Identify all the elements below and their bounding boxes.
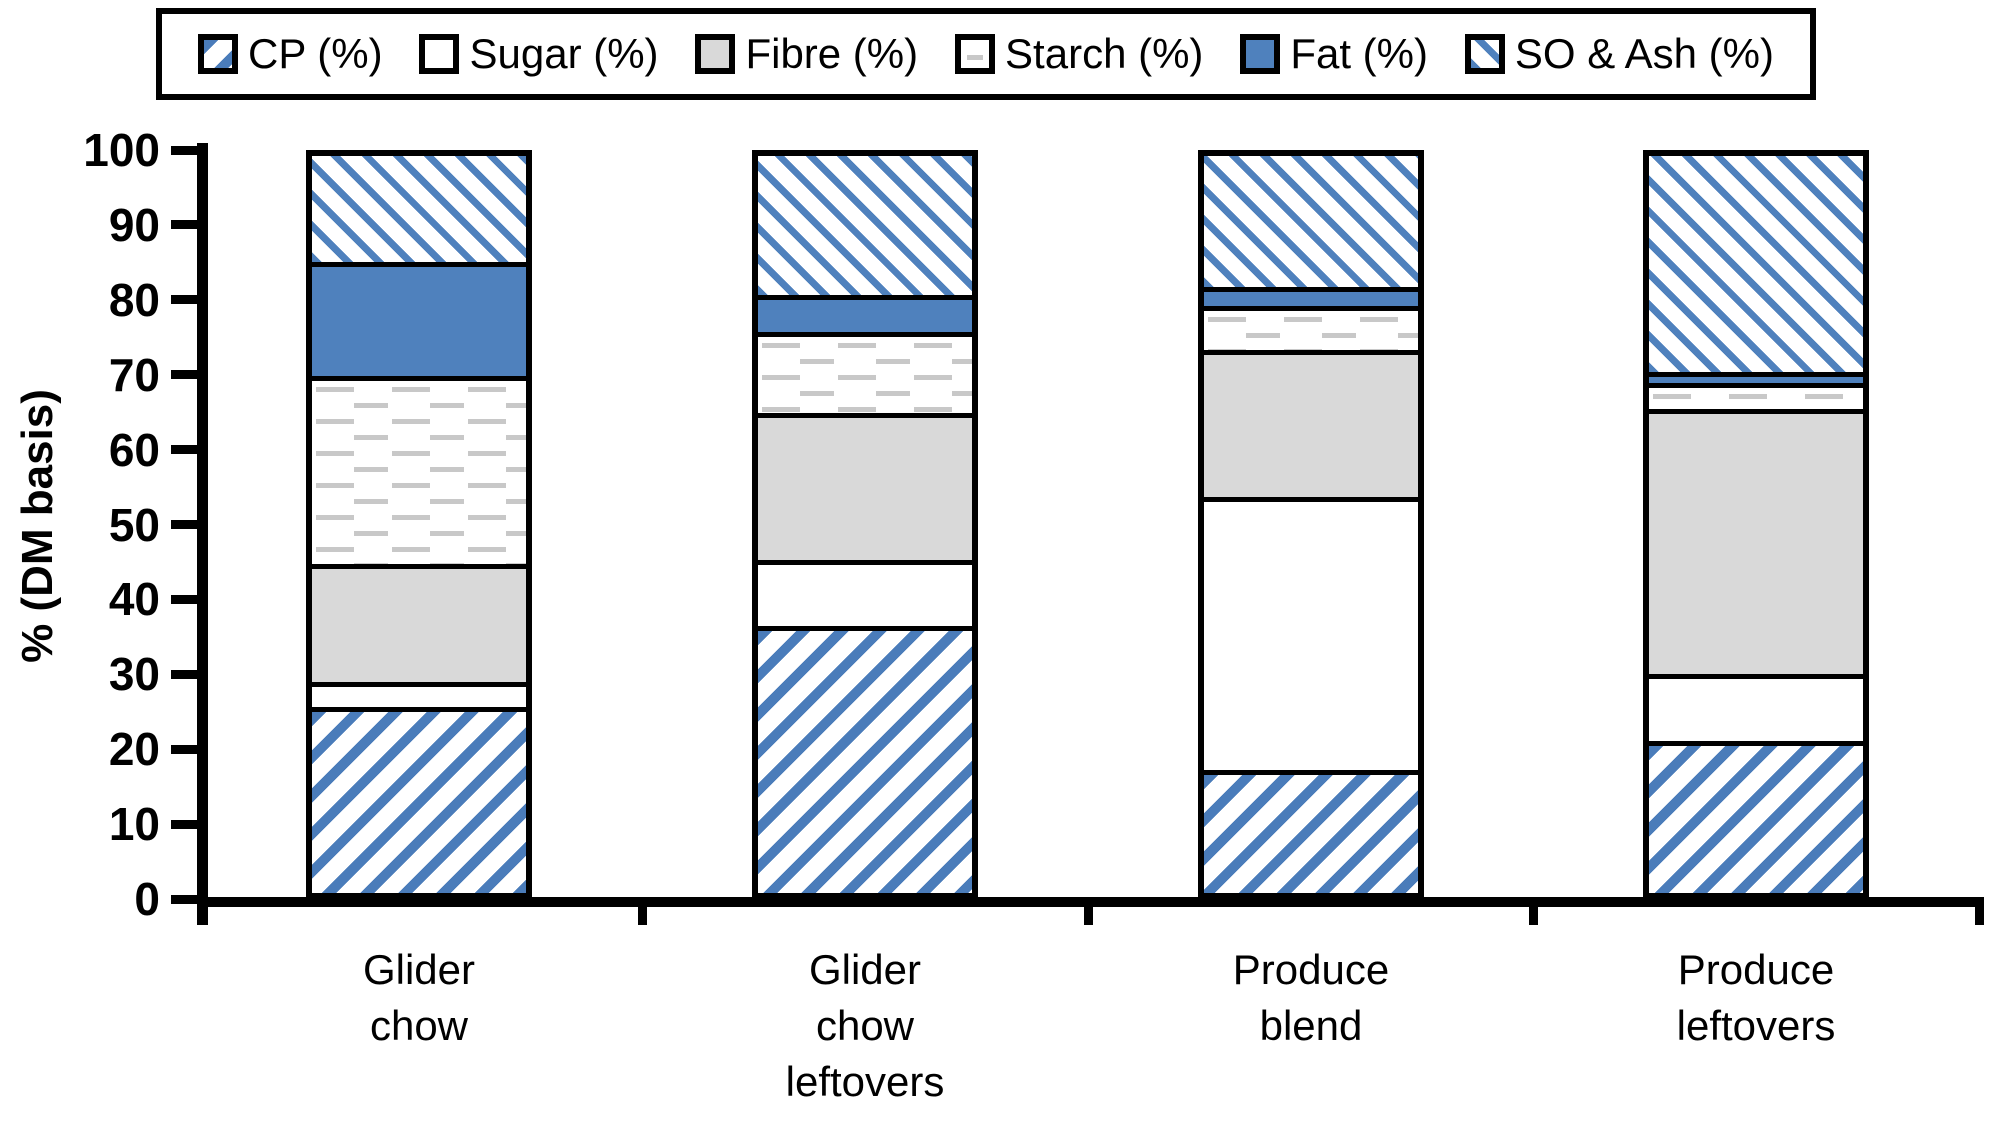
- y-tick-mark: [171, 744, 197, 754]
- legend-label: Fat (%): [1290, 30, 1428, 77]
- bar-segment-solid-gray: [758, 417, 972, 566]
- bar-segment-plain: [1204, 502, 1418, 776]
- bar-segment-dash: [758, 336, 972, 418]
- bar-produce-leftovers: [1643, 150, 1869, 899]
- bar-segment-dash: [312, 380, 526, 569]
- legend-swatch-icon: [1464, 34, 1505, 74]
- bar-segment-solid-blue: [1649, 377, 1863, 389]
- bar-segment-plain: [1649, 679, 1863, 746]
- y-tick-label: 50: [108, 498, 160, 551]
- y-tick-mark: [171, 445, 197, 455]
- legend-swatch-icon: [695, 34, 736, 74]
- x-tick-mark: [1974, 899, 1984, 925]
- legend-item: Starch (%): [955, 33, 1203, 75]
- bar-segment-solid-gray: [312, 568, 526, 687]
- bar-segment-solid-blue: [1204, 292, 1418, 311]
- x-category-label: Produce blend: [1111, 942, 1511, 1054]
- x-category-label-line: chow: [369, 1002, 469, 1049]
- y-tick-mark: [171, 819, 197, 829]
- y-tick-label: 60: [108, 423, 160, 476]
- bar-segment-solid-gray: [1649, 413, 1863, 680]
- bar-segment-hatch-up: [758, 631, 972, 893]
- legend-label: Sugar (%): [469, 30, 659, 77]
- y-tick-mark: [171, 370, 197, 380]
- bar-segment-solid-blue: [312, 266, 526, 381]
- y-tick-label: 20: [108, 723, 160, 776]
- bar-segment-dash: [1649, 388, 1863, 414]
- legend-label: CP (%): [248, 30, 383, 77]
- bar-segment-solid-gray: [1204, 355, 1418, 503]
- bar-segment-solid-blue: [758, 299, 972, 337]
- y-tick-label: 100: [83, 124, 160, 176]
- legend-item: Sugar (%): [419, 30, 659, 77]
- bar-segment-plain: [758, 565, 972, 632]
- bar-segment-hatch-up: [312, 712, 526, 893]
- bar-glider-chow-leftovers: [752, 150, 978, 899]
- bar-segment-hatch-down: [1204, 156, 1418, 293]
- legend-label: SO & Ash (%): [1514, 30, 1774, 77]
- y-tick-mark: [171, 145, 197, 155]
- legend-item: SO & Ash (%): [1464, 30, 1774, 77]
- x-category-label-line: leftovers: [785, 1058, 945, 1105]
- y-tick-mark: [171, 894, 197, 904]
- y-tick-label: 40: [108, 573, 160, 626]
- y-tick-mark: [171, 669, 197, 679]
- y-axis-line: [197, 143, 208, 925]
- bar-segment-hatch-up: [1204, 775, 1418, 893]
- bar-segment-hatch-down: [758, 156, 972, 300]
- x-category-label: Glider chow leftovers: [665, 942, 1065, 1110]
- legend-label: Starch (%): [1005, 30, 1204, 77]
- x-tick-mark: [637, 899, 647, 925]
- y-tick-mark: [171, 295, 197, 305]
- legend-item: CP (%): [198, 33, 383, 75]
- y-tick-label: 70: [108, 348, 160, 401]
- x-category-label-line: Produce: [1232, 946, 1390, 993]
- bar-produce-blend: [1198, 150, 1424, 899]
- y-tick-label: 30: [108, 648, 160, 701]
- x-tick-mark: [1083, 899, 1093, 925]
- bar-segment-plain: [312, 686, 526, 713]
- x-tick-mark: [1528, 899, 1538, 925]
- x-category-label: Produce leftovers: [1556, 942, 1956, 1054]
- bar-segment-dash: [1204, 310, 1418, 356]
- legend-item: Fat (%): [1240, 33, 1428, 75]
- x-category-label: Glider chow: [219, 942, 619, 1054]
- bar-segment-hatch-up: [1649, 745, 1863, 893]
- legend: CP (%) Sugar (%) Fibre (%) Starch (%) Fat (%…: [156, 8, 1816, 100]
- x-category-label-line: Produce: [1677, 946, 1835, 993]
- bar-segment-hatch-down: [1649, 156, 1863, 378]
- legend-swatch-icon: [198, 34, 238, 74]
- y-tick-mark: [171, 594, 197, 604]
- bar-glider-chow: [306, 150, 532, 899]
- legend-swatch-icon: [419, 34, 460, 74]
- x-category-label-line: Glider: [808, 946, 922, 993]
- y-tick-label: 80: [108, 273, 160, 326]
- y-tick-mark: [171, 220, 197, 230]
- legend-swatch-icon: [955, 34, 996, 74]
- bar-segment-hatch-down: [312, 156, 526, 267]
- x-category-label-line: chow: [815, 1002, 915, 1049]
- x-category-label-line: Glider: [362, 946, 476, 993]
- x-category-label-line: leftovers: [1676, 1002, 1836, 1049]
- y-tick-mark: [171, 520, 197, 529]
- legend-swatch-icon: [1240, 34, 1281, 74]
- legend-label: Fibre (%): [745, 30, 919, 77]
- y-tick-label: 10: [108, 798, 160, 851]
- x-category-label-line: blend: [1259, 1002, 1363, 1049]
- y-tick-label: 0: [134, 873, 160, 925]
- y-tick-label: 90: [108, 198, 160, 251]
- legend-item: Fibre (%): [695, 33, 918, 75]
